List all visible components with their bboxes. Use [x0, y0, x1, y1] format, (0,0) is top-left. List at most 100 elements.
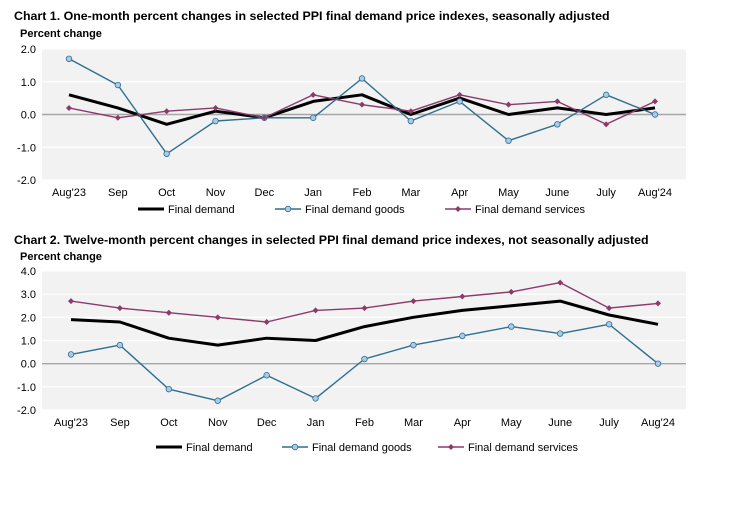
chart1-y-tick-label: -1.0	[17, 142, 36, 154]
chart1-y-tick-label: -2.0	[17, 175, 36, 187]
chart2-point-final-demand-services	[361, 305, 368, 312]
chart1-point-final-demand-services	[603, 121, 610, 128]
chart1-point-final-demand-goods	[65, 55, 73, 63]
chart2-point-final-demand-goods	[165, 385, 173, 393]
chart1-point-final-demand-services	[456, 91, 463, 98]
chart1-point-final-demand-services	[505, 101, 512, 108]
chart2-x-tick-label: Feb	[355, 417, 374, 429]
chart1-point-final-demand-services	[66, 104, 72, 111]
chart1-legend-marker-final-demand-goods	[284, 205, 292, 213]
chart1-point-final-demand-goods	[602, 91, 610, 99]
chart2-point-final-demand-goods	[361, 355, 368, 363]
chart2-x-tick-label: Mar	[404, 417, 423, 429]
chart1-point-final-demand-services	[554, 98, 561, 105]
chart2-svg: Percent change 4.0 3.0 2.0 1.0 0.0 -1.0 -2.0 Aug…	[17, 251, 686, 454]
chart2-point-final-demand-services	[557, 279, 564, 286]
chart2-x-tick-label: Aug'24	[641, 417, 675, 429]
chart2-title: Chart 2. Twelve-month percent changes in…	[14, 233, 649, 247]
chart2-y-axis-label: Percent change	[20, 251, 102, 263]
chart1-x-tick-label: July	[596, 187, 616, 199]
chart2-x-tick-label: May	[501, 417, 522, 429]
chart2-point-final-demand-goods	[263, 372, 270, 379]
chart1-point-final-demand-goods	[163, 150, 170, 157]
chart1-x-tick-label: Dec	[255, 187, 275, 199]
chart1-point-final-demand-services	[407, 108, 414, 115]
chart2-y-tick-label: 2.0	[21, 312, 36, 324]
chart2-x-tick-label: June	[548, 417, 572, 429]
chart1-point-final-demand-goods	[554, 121, 561, 128]
chart1-point-final-demand-services	[310, 91, 317, 98]
chart1-legend-label-final-demand-goods: Final demand goods	[305, 204, 405, 216]
chart1-point-final-demand-services	[261, 114, 268, 121]
chart2-point-final-demand-services	[165, 309, 172, 316]
chart1-x-tick-label: Apr	[451, 187, 468, 199]
chart2-point-final-demand-services	[116, 305, 123, 312]
chart2-point-final-demand-goods	[116, 341, 124, 349]
chart2-y-tick-label: -2.0	[17, 405, 36, 417]
chart2-y-tick-label: 0.0	[21, 359, 36, 371]
chart1-point-final-demand-goods	[407, 117, 415, 125]
chart2-x-tick-label: Apr	[454, 417, 471, 429]
chart2-point-final-demand-goods	[508, 323, 515, 330]
chart2-x-tick-label: Nov	[208, 417, 228, 429]
chart1-legend-label-final-demand: Final demand	[168, 204, 235, 216]
chart1-point-final-demand-services	[114, 114, 121, 121]
chart2-y-tick-label: -1.0	[17, 382, 36, 394]
chart1-x-tick-label: Feb	[353, 187, 372, 199]
chart2-point-final-demand-services	[508, 288, 515, 295]
chart2-point-final-demand-services	[312, 307, 319, 314]
chart1-y-axis-label: Percent change	[20, 28, 102, 40]
chart1-point-final-demand-goods	[358, 75, 366, 82]
chart1-point-final-demand-goods	[505, 137, 512, 144]
chart2-x-tick-label: Aug'23	[54, 417, 88, 429]
chart2-x-tick-label: July	[599, 417, 619, 429]
chart1-point-final-demand-goods	[309, 114, 317, 121]
chart2-point-final-demand-goods	[312, 395, 319, 402]
chart2-point-final-demand-goods	[459, 332, 466, 340]
chart1-point-final-demand-goods	[651, 111, 659, 118]
chart1-x-tick-label: May	[498, 187, 519, 199]
chart1-point-final-demand-services	[652, 98, 658, 105]
chart2-legend-marker-final-demand-services	[448, 444, 454, 450]
chart2-point-final-demand-services	[214, 314, 221, 321]
chart2-legend-marker-final-demand-goods	[291, 443, 299, 451]
chart1-point-final-demand-services	[359, 101, 365, 108]
chart1-x-tick-label: Jan	[304, 187, 322, 199]
chart2-y-tick-label: 3.0	[21, 289, 36, 301]
chart1-point-final-demand-services	[163, 108, 170, 115]
chart1-x-tick-label: Nov	[206, 187, 226, 199]
chart1-point-final-demand-services	[212, 104, 219, 111]
chart1-point-final-demand-goods	[114, 81, 122, 89]
chart1-x-tick-label: Sep	[108, 187, 128, 199]
chart2-line-final-demand	[70, 299, 659, 347]
chart1-x-tick-label: Aug'23	[52, 187, 86, 199]
chart1-x-tick-label: Aug'24	[638, 187, 672, 199]
chart2-point-final-demand-services	[606, 305, 613, 312]
chart2-legend-label-final-demand-goods: Final demand goods	[312, 442, 412, 454]
chart2-x-tick-label: Jan	[307, 417, 325, 429]
chart2-point-final-demand-services	[410, 298, 417, 305]
chart1-legend-label-final-demand-services: Final demand services	[475, 204, 586, 216]
chart1-svg: Percent change 2.0 1.0 0.0 -1.0 -2.0 Aug'23 Sep…	[17, 28, 686, 216]
chart2-point-final-demand-goods	[654, 360, 662, 367]
chart2-point-final-demand-goods	[605, 321, 613, 328]
chart2-point-final-demand-goods	[214, 397, 221, 404]
chart2-x-tick-label: Dec	[257, 417, 277, 429]
chart2-point-final-demand-goods	[410, 341, 417, 349]
chart2-legend-label-final-demand: Final demand	[186, 442, 253, 454]
chart2-point-final-demand-goods	[67, 351, 75, 358]
chart1-point-final-demand-goods	[456, 98, 463, 105]
chart1-point-final-demand-goods	[212, 117, 219, 125]
chart1-x-tick-label: Oct	[158, 187, 175, 199]
chart1-legend-marker-final-demand-services	[455, 206, 461, 212]
chart2-y-tick-label: 1.0	[21, 336, 36, 348]
chart1-x-tick-label: June	[545, 187, 569, 199]
chart2-point-final-demand-services	[459, 293, 466, 300]
chart1-x-tick-label: Mar	[401, 187, 420, 199]
chart2-point-final-demand-goods	[556, 330, 564, 337]
chart2-legend-label-final-demand-services: Final demand services	[468, 442, 579, 454]
chart2-point-final-demand-services	[655, 300, 661, 307]
chart2-x-tick-label: Sep	[110, 417, 130, 429]
chart2-point-final-demand-services	[68, 298, 74, 305]
chart1-y-tick-label: 2.0	[21, 44, 36, 56]
